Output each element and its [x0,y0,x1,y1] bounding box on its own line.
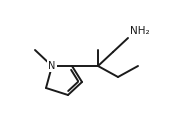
Text: N: N [48,61,56,71]
Text: NH₂: NH₂ [130,26,150,36]
